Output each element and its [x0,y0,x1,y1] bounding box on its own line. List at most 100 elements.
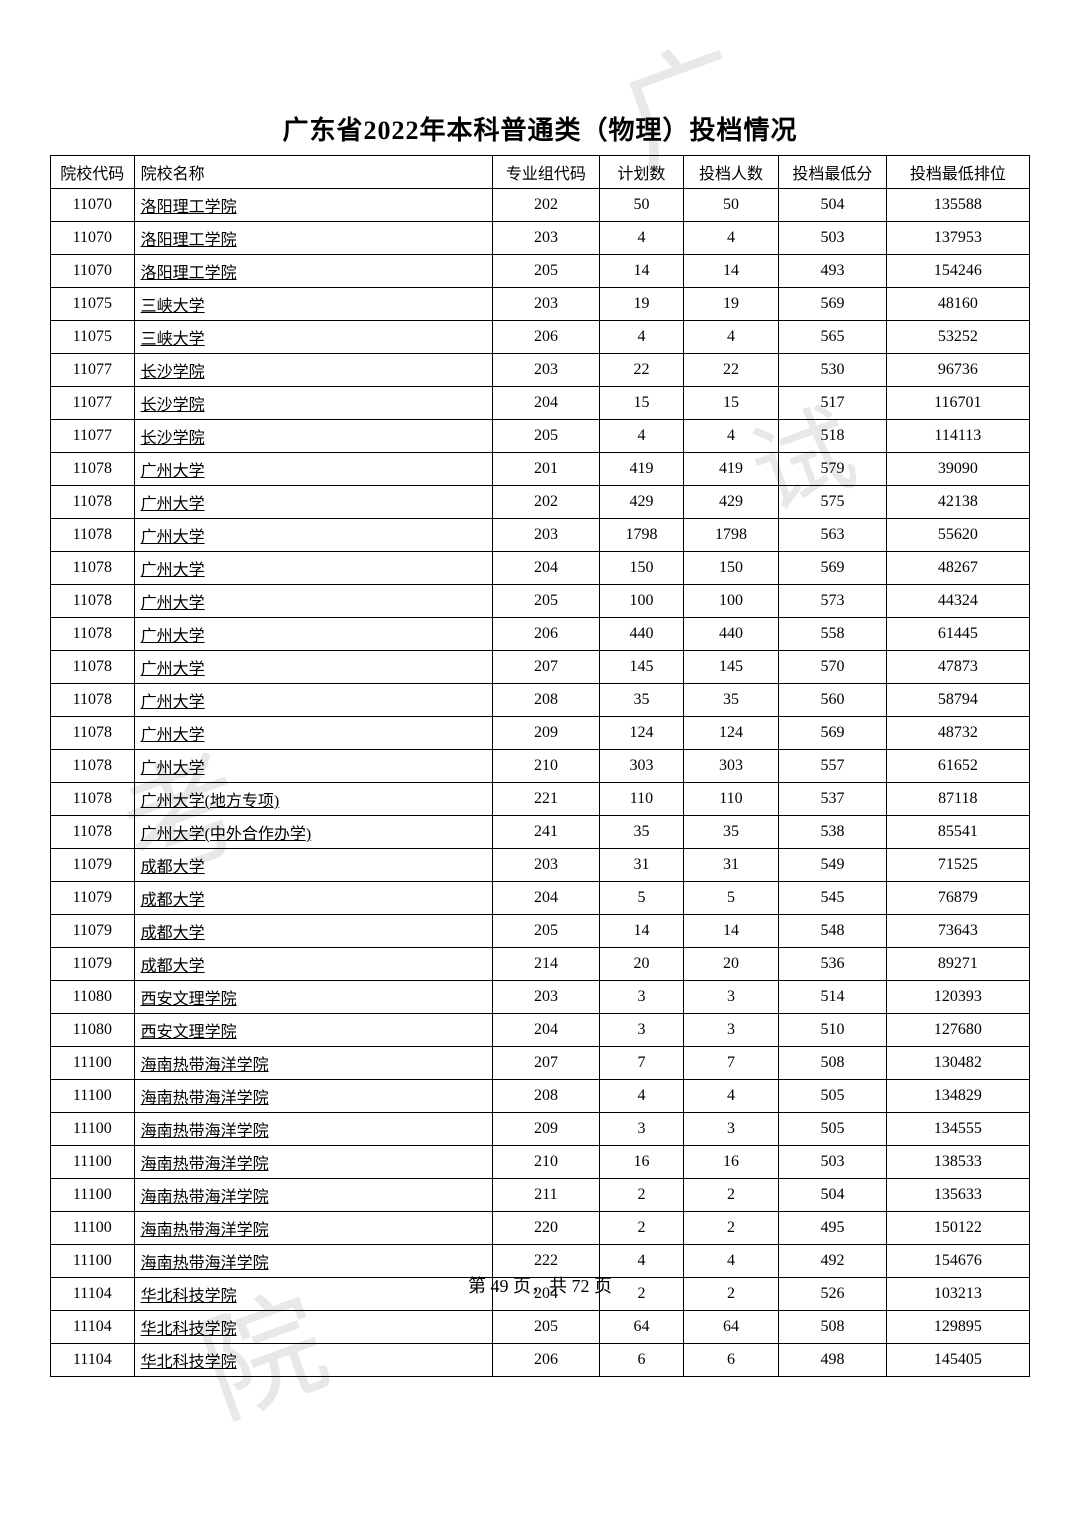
table-row: 11100海南热带海洋学院2101616503138533 [51,1146,1030,1179]
admission-table: 院校代码 院校名称 专业组代码 计划数 投档人数 投档最低分 投档最低排位 11… [50,155,1030,1377]
table-cell: 204 [492,882,599,915]
table-row: 11077长沙学院2041515517116701 [51,387,1030,420]
table-cell: 569 [779,717,886,750]
table-cell: 4 [683,420,779,453]
table-row: 11078广州大学20141941957939090 [51,453,1030,486]
table-cell: 135588 [886,189,1029,222]
table-cell: 530 [779,354,886,387]
table-cell: 429 [600,486,684,519]
table-row: 11078广州大学208353556058794 [51,684,1030,717]
table-cell: 505 [779,1113,886,1146]
table-cell: 205 [492,585,599,618]
table-cell: 154676 [886,1245,1029,1278]
table-cell: 5 [683,882,779,915]
table-cell: 14 [600,255,684,288]
table-cell: 110 [600,783,684,816]
table-cell: 11075 [51,288,135,321]
table-cell: 11070 [51,189,135,222]
table-cell: 35 [683,816,779,849]
table-cell: 48267 [886,552,1029,585]
table-row: 11079成都大学205141454873643 [51,915,1030,948]
table-cell: 58794 [886,684,1029,717]
table-cell: 209 [492,1113,599,1146]
table-cell: 4 [683,1080,779,1113]
table-cell: 129895 [886,1311,1029,1344]
table-cell: 208 [492,1080,599,1113]
table-cell: 洛阳理工学院 [134,255,492,288]
table-cell: 成都大学 [134,882,492,915]
table-cell: 7 [683,1047,779,1080]
table-cell: 205 [492,255,599,288]
table-cell: 569 [779,288,886,321]
table-cell: 514 [779,981,886,1014]
table-cell: 11075 [51,321,135,354]
table-cell: 120393 [886,981,1029,1014]
table-cell: 64 [600,1311,684,1344]
table-cell: 广州大学 [134,453,492,486]
table-cell: 6 [600,1344,684,1377]
table-cell: 39090 [886,453,1029,486]
table-cell: 11100 [51,1146,135,1179]
col-header-major: 专业组代码 [492,156,599,189]
table-cell: 海南热带海洋学院 [134,1146,492,1179]
table-row: 11078广州大学20510010057344324 [51,585,1030,618]
table-cell: 50 [683,189,779,222]
table-cell: 广州大学(中外合作办学) [134,816,492,849]
table-row: 11078广州大学(中外合作办学)241353553885541 [51,816,1030,849]
table-cell: 570 [779,651,886,684]
table-cell: 493 [779,255,886,288]
table-cell: 303 [683,750,779,783]
table-cell: 210 [492,1146,599,1179]
col-header-rank: 投档最低排位 [886,156,1029,189]
table-cell: 206 [492,618,599,651]
table-cell: 134829 [886,1080,1029,1113]
table-row: 11077长沙学院203222253096736 [51,354,1030,387]
table-cell: 22 [683,354,779,387]
table-cell: 16 [600,1146,684,1179]
table-cell: 50 [600,189,684,222]
table-cell: 503 [779,1146,886,1179]
table-cell: 440 [600,618,684,651]
table-cell: 成都大学 [134,948,492,981]
table-cell: 48732 [886,717,1029,750]
table-cell: 573 [779,585,886,618]
table-cell: 137953 [886,222,1029,255]
table-cell: 563 [779,519,886,552]
table-cell: 44324 [886,585,1029,618]
table-cell: 11078 [51,783,135,816]
table-cell: 广州大学 [134,684,492,717]
table-cell: 2 [683,1212,779,1245]
table-cell: 1798 [600,519,684,552]
table-cell: 508 [779,1311,886,1344]
table-cell: 536 [779,948,886,981]
table-cell: 11080 [51,981,135,1014]
table-cell: 广州大学 [134,750,492,783]
table-cell: 55620 [886,519,1029,552]
table-cell: 11104 [51,1311,135,1344]
table-cell: 222 [492,1245,599,1278]
table-cell: 61445 [886,618,1029,651]
table-cell: 565 [779,321,886,354]
table-cell: 557 [779,750,886,783]
table-cell: 7 [600,1047,684,1080]
table-cell: 205 [492,1311,599,1344]
table-cell: 11077 [51,387,135,420]
table-row: 11100海南热带海洋学院20777508130482 [51,1047,1030,1080]
table-cell: 4 [600,420,684,453]
table-cell: 538 [779,816,886,849]
table-cell: 150 [600,552,684,585]
table-cell: 2 [683,1179,779,1212]
table-cell: 广州大学 [134,618,492,651]
table-cell: 成都大学 [134,849,492,882]
table-cell: 42138 [886,486,1029,519]
table-cell: 4 [600,1245,684,1278]
table-row: 11078广州大学2031798179856355620 [51,519,1030,552]
table-row: 11078广州大学20242942957542138 [51,486,1030,519]
table-cell: 154246 [886,255,1029,288]
table-cell: 202 [492,189,599,222]
table-header-row: 院校代码 院校名称 专业组代码 计划数 投档人数 投档最低分 投档最低排位 [51,156,1030,189]
table-cell: 广州大学 [134,519,492,552]
table-cell: 203 [492,288,599,321]
table-cell: 2 [600,1212,684,1245]
table-cell: 209 [492,717,599,750]
